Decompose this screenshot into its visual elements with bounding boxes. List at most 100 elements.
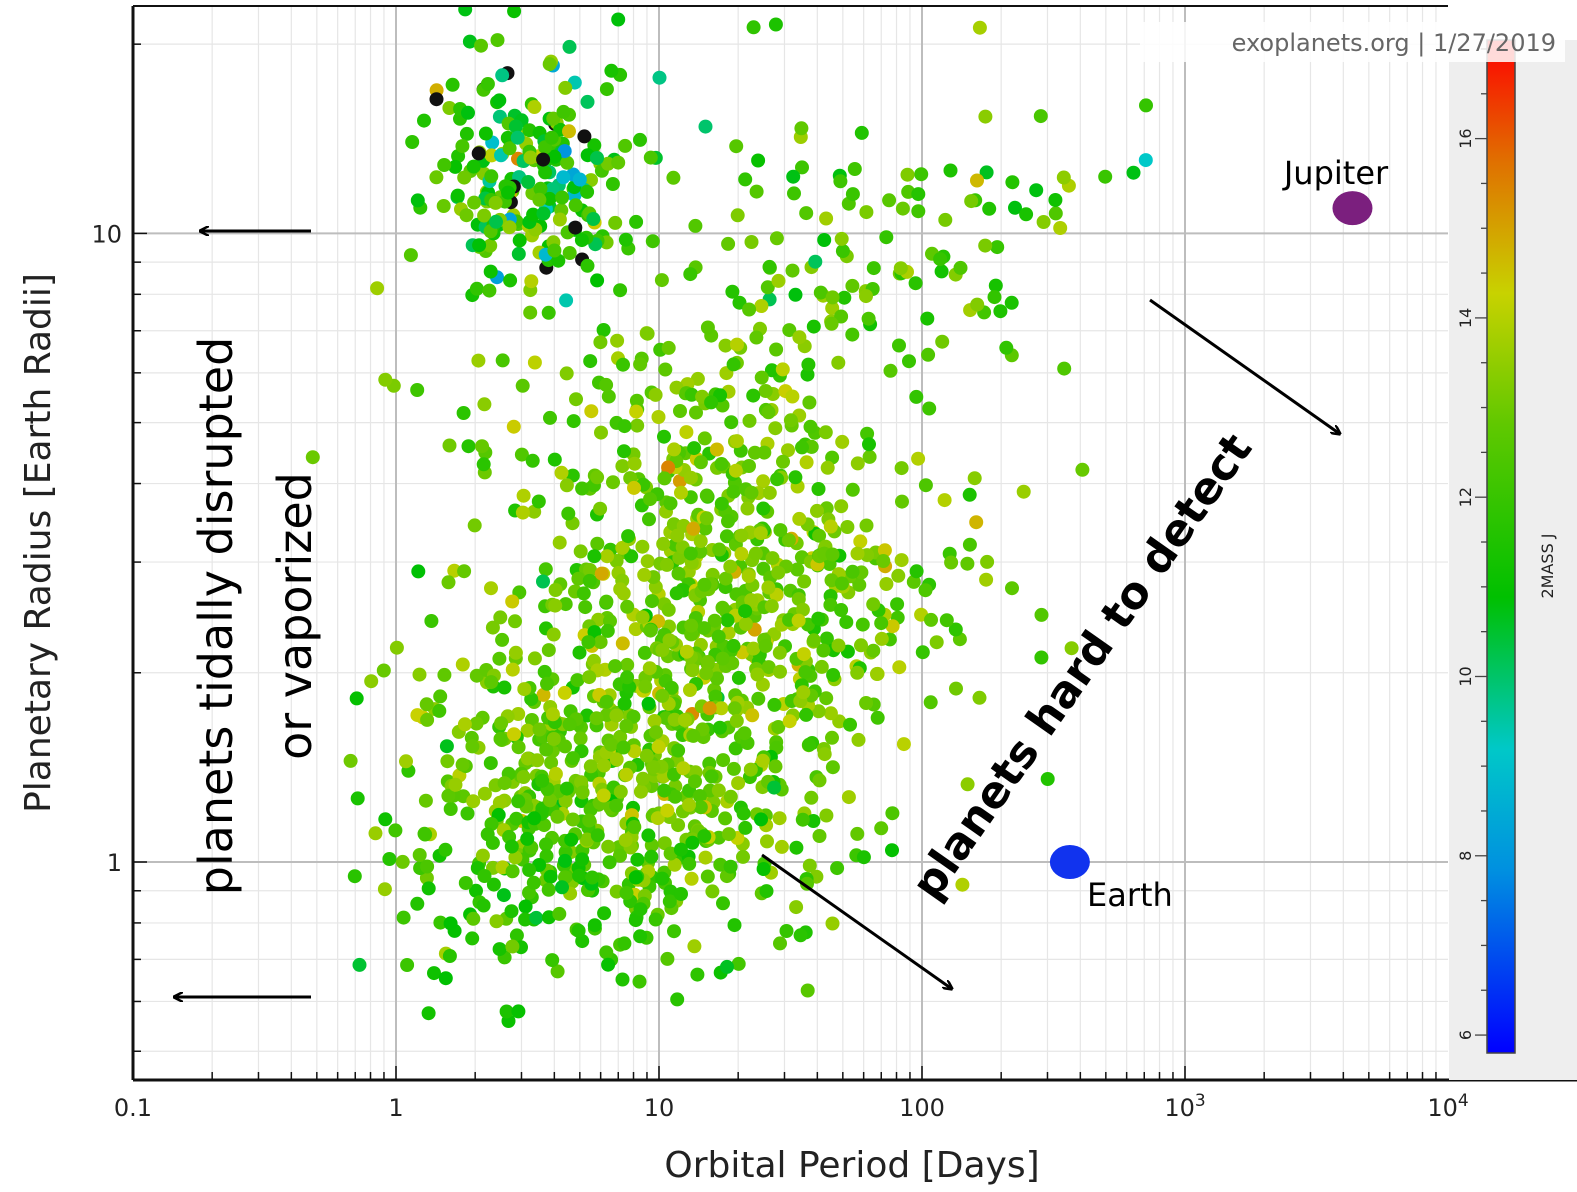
data-point	[546, 627, 561, 642]
data-point	[674, 887, 688, 901]
data-point	[655, 871, 670, 886]
data-point	[584, 173, 598, 188]
data-point	[467, 518, 482, 533]
data-point	[741, 569, 756, 584]
data-point	[589, 711, 604, 726]
data-point	[774, 839, 789, 854]
data-point	[505, 939, 520, 954]
data-point	[704, 395, 719, 410]
data-point	[751, 153, 766, 168]
data-point	[697, 577, 712, 592]
data-point	[1048, 206, 1063, 221]
data-point	[457, 717, 472, 732]
data-point	[587, 918, 602, 933]
data-point	[566, 414, 581, 429]
data-point	[641, 828, 656, 843]
data-point	[762, 259, 777, 274]
data-point	[798, 665, 813, 680]
data-point	[617, 696, 632, 711]
data-point	[587, 549, 602, 564]
data-point	[493, 731, 508, 746]
data-point	[438, 971, 453, 986]
data-point	[477, 869, 492, 883]
data-point	[433, 915, 448, 930]
data-point	[742, 413, 757, 428]
data-point	[895, 494, 909, 509]
data-point	[601, 957, 616, 972]
data-point	[799, 206, 814, 221]
data-point	[845, 482, 860, 497]
data-point	[608, 659, 623, 674]
data-point	[532, 192, 547, 207]
data-point	[819, 808, 834, 823]
data-point	[802, 737, 816, 752]
data-point	[411, 564, 426, 579]
y-ticks: 1 10	[91, 43, 147, 1052]
data-point	[737, 726, 752, 741]
data-point	[620, 599, 635, 614]
data-point	[795, 440, 809, 455]
data-point	[918, 583, 933, 598]
data-point	[711, 629, 726, 644]
data-point	[922, 401, 937, 416]
data-point	[574, 233, 589, 248]
data-point	[825, 290, 840, 305]
data-point	[659, 557, 674, 572]
data-point	[538, 165, 553, 180]
data-point	[343, 753, 358, 768]
data-point	[684, 618, 699, 633]
data-point	[845, 564, 860, 579]
data-point	[769, 342, 784, 357]
x-tick-label: 104	[1427, 1091, 1468, 1122]
data-point	[461, 105, 475, 120]
data-point	[751, 691, 766, 706]
data-point	[599, 945, 614, 960]
data-point	[472, 238, 487, 253]
data-point	[655, 688, 670, 703]
data-point	[429, 170, 444, 185]
data-point	[536, 574, 550, 589]
data-point	[1126, 165, 1141, 180]
data-point	[721, 514, 735, 529]
data-point	[962, 537, 977, 552]
data-point	[687, 939, 702, 954]
data-point	[593, 335, 608, 350]
data-point	[477, 397, 492, 412]
data-point	[547, 452, 562, 467]
data-point	[820, 460, 835, 475]
data-point	[850, 826, 865, 841]
data-point	[748, 546, 763, 561]
data-point	[501, 185, 515, 200]
data-point	[583, 563, 597, 577]
data-point	[787, 186, 801, 201]
data-point	[583, 354, 598, 369]
data-point	[987, 290, 1002, 305]
y-axis-title: Planetary Radius [Earth Radii]	[18, 273, 59, 813]
data-point	[949, 681, 963, 696]
data-point	[590, 151, 604, 165]
data-point	[658, 362, 673, 377]
data-point	[483, 238, 498, 253]
data-point	[536, 687, 551, 702]
data-point	[758, 639, 773, 653]
data-point	[859, 696, 874, 710]
data-point	[571, 571, 586, 586]
data-point	[412, 848, 427, 862]
data-point	[590, 536, 605, 551]
data-point	[601, 156, 615, 171]
data-point	[618, 138, 633, 153]
data-point	[648, 912, 663, 927]
data-point	[633, 929, 648, 944]
data-point	[715, 651, 730, 666]
data-point	[960, 556, 975, 571]
data-point	[439, 739, 454, 754]
data-point	[613, 784, 628, 799]
data-point	[509, 928, 524, 943]
data-point	[516, 770, 531, 784]
data-point	[504, 904, 519, 919]
data-point	[657, 836, 672, 851]
data-point	[420, 712, 435, 727]
data-point	[990, 240, 1005, 255]
data-point	[870, 667, 884, 681]
data-point	[455, 757, 470, 772]
